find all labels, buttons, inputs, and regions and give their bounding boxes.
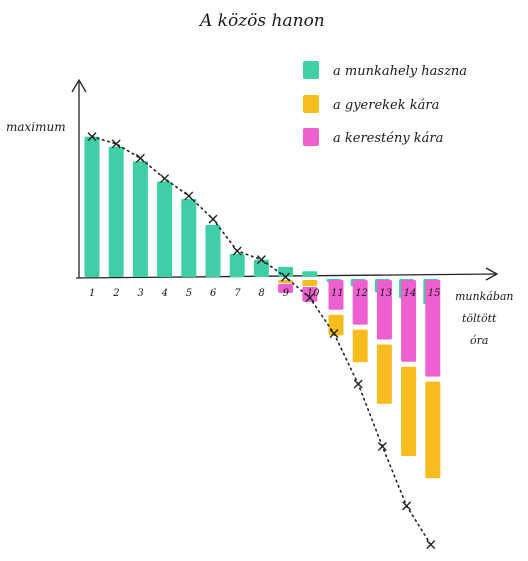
bar-gyerekek-10	[302, 280, 318, 286]
bar-munkahely-6	[205, 224, 221, 277]
legend: a munkahely haszna a gyerekek kára a keres…	[303, 61, 467, 146]
legend-swatch-1	[303, 95, 319, 113]
bar-munkahely-8	[253, 259, 269, 277]
bar-munkahely-1	[84, 136, 100, 277]
bar-gyerekek-9	[278, 280, 294, 283]
net-curve-point-15	[426, 540, 436, 550]
x-tick-label-9: 9	[283, 288, 290, 299]
net-curve-point-13	[377, 441, 387, 451]
x-axis-label-line-3: óra	[470, 334, 488, 347]
legend-swatch-2	[303, 128, 319, 146]
x-tick-label-10: 10	[307, 288, 320, 299]
x-axis-arrow	[485, 267, 499, 281]
bar-munkahely-5	[181, 198, 197, 277]
net-curve-point-5	[184, 191, 194, 201]
net-curve-point-1	[87, 132, 97, 142]
bar-munkahely-7	[229, 253, 245, 277]
bar-kereseny-9	[278, 283, 294, 293]
net-curve-point-12	[353, 379, 363, 389]
net-curve-point-6	[208, 214, 218, 224]
net-curve-point-7	[232, 246, 242, 256]
legend-label-0: a munkahely haszna	[333, 64, 467, 79]
net-curve-point-9	[281, 272, 291, 282]
x-tick-label-8: 8	[258, 288, 264, 299]
bar-kereseny-11	[328, 280, 344, 310]
x-axis-label-line-1: munkában	[455, 290, 514, 303]
bar-kereseny-12	[352, 280, 368, 325]
bar-kereseny-14	[401, 280, 417, 362]
net-curve-point-2	[111, 139, 121, 149]
x-tick-label-3: 3	[137, 288, 143, 299]
net-curve-point-11	[329, 328, 339, 338]
bar-munkahely-3	[132, 161, 148, 277]
x-tick-label-11: 11	[331, 288, 344, 299]
bar-kereseny-13	[376, 280, 392, 340]
bar-munkahely-4	[157, 181, 173, 277]
bar-munkahely-9	[278, 266, 294, 277]
legend-swatch-0	[303, 61, 319, 79]
x-tick-labels: 1 2 3 4 5 6 7 8 9 10 11 12 13 14 15	[89, 288, 441, 299]
bar-munkahely-10	[302, 271, 318, 277]
x-axis-label-line-2: töltött	[462, 312, 497, 325]
bar-gyerekek-12	[352, 329, 368, 363]
x-tick-label-5: 5	[186, 288, 192, 299]
net-curve-point-3	[135, 153, 145, 163]
x-tick-label-12: 12	[355, 288, 368, 299]
x-tick-label-7: 7	[234, 288, 241, 299]
x-tick-label-1: 1	[89, 288, 95, 299]
bars	[84, 136, 441, 479]
x-tick-label-6: 6	[210, 288, 217, 299]
bar-gyerekek-14	[401, 366, 417, 456]
x-tick-label-2: 2	[112, 288, 119, 299]
bar-kereseny-15	[425, 280, 441, 377]
bar-gyerekek-13	[376, 344, 392, 404]
x-tick-label-14: 14	[404, 288, 417, 299]
chart-title: A közös hanon	[198, 11, 325, 31]
net-curve-point-8	[256, 255, 266, 265]
y-axis-label: maximum	[6, 120, 66, 134]
bar-kereseny-10	[302, 286, 318, 302]
bar-gyerekek-15	[425, 381, 441, 479]
net-curve-point-14	[402, 501, 412, 511]
net-curve-point-10	[305, 293, 315, 303]
net-curve-point-4	[160, 174, 170, 184]
x-tick-label-4: 4	[161, 288, 168, 299]
legend-label-2: a kerestény kára	[333, 131, 443, 146]
net-curve	[87, 132, 436, 550]
legend-label-1: a gyerekek kára	[333, 98, 439, 113]
x-tick-label-13: 13	[379, 288, 392, 299]
y-axis-arrow	[71, 78, 87, 93]
bar-munkahely-2	[108, 146, 124, 277]
x-tick-label-15: 15	[428, 288, 441, 299]
